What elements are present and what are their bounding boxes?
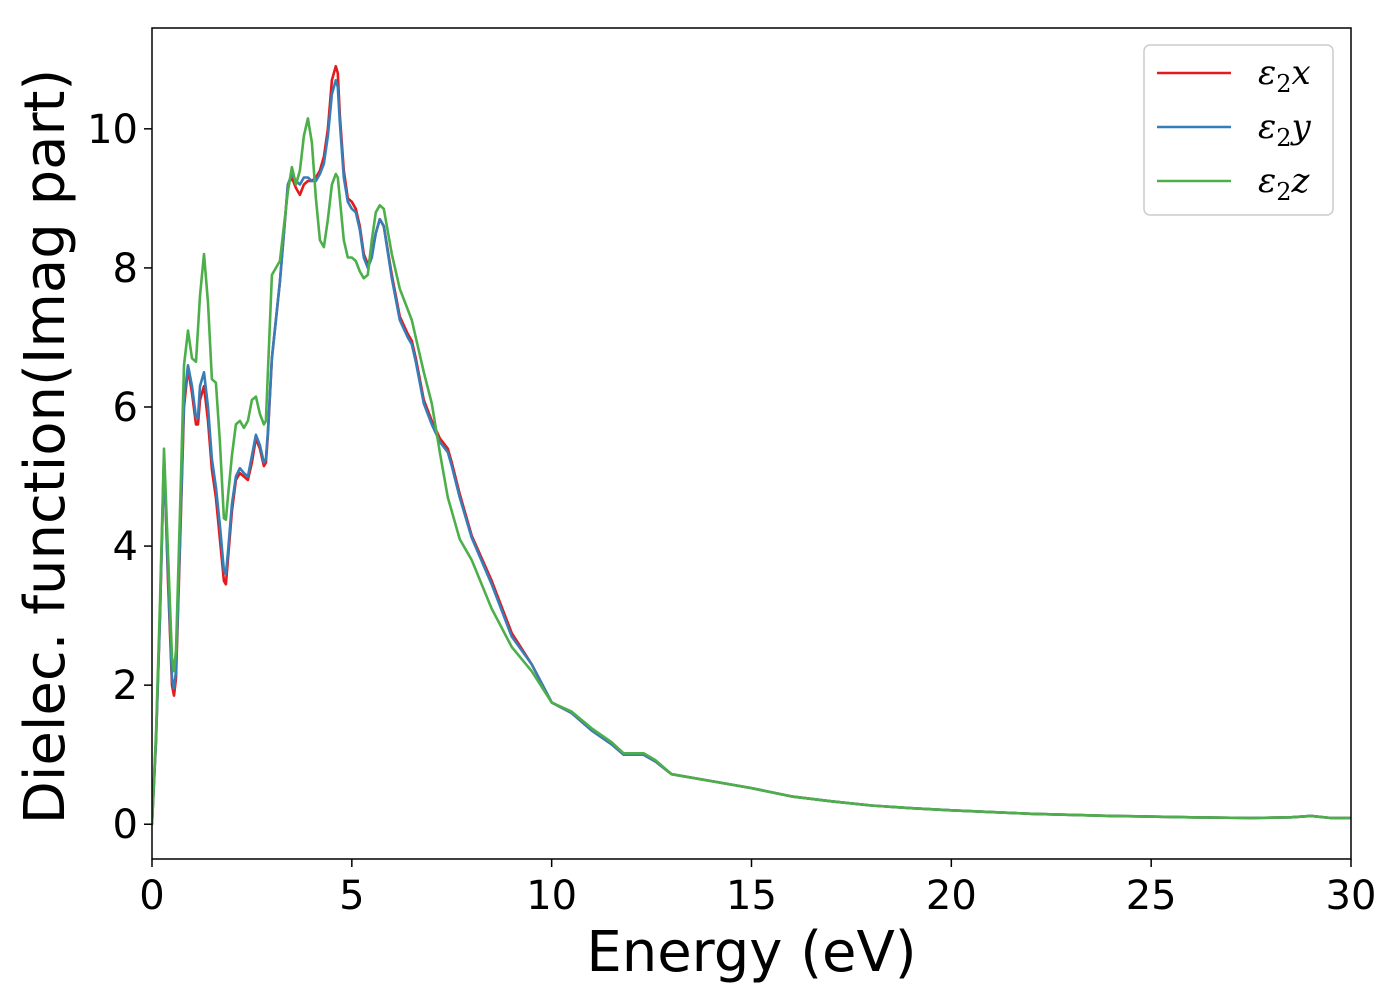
x-axis-label: Energy (eV) xyxy=(586,920,916,985)
series-line-z xyxy=(152,117,1351,826)
legend-item-y: ε2y xyxy=(1157,107,1312,152)
y-tick-label: 6 xyxy=(113,385,138,431)
legend: ε2x ε2y ε2z xyxy=(1143,44,1334,216)
x-tick-label: 25 xyxy=(1126,873,1177,919)
series-layer xyxy=(152,64,1351,826)
x-tick-label: 20 xyxy=(926,873,977,919)
legend-label: ε2z xyxy=(1258,161,1311,206)
x-tick-label: 0 xyxy=(139,873,164,919)
legend-item-x: ε2x xyxy=(1157,53,1311,98)
y-tick-label: 4 xyxy=(113,524,138,570)
y-axis-label: Dielec. function(Imag part) xyxy=(13,69,78,825)
y-tick-label: 10 xyxy=(87,107,138,153)
legend-label: ε2x xyxy=(1258,53,1311,98)
legend-label: ε2y xyxy=(1258,107,1312,152)
y-tick-label: 8 xyxy=(113,246,138,292)
x-tick-label: 30 xyxy=(1326,873,1377,919)
y-tick-label: 2 xyxy=(113,663,138,709)
y-tick-label: 0 xyxy=(113,802,138,848)
x-tick-label: 15 xyxy=(726,873,777,919)
x-axis-ticks: 0 5 10 15 20 25 30 xyxy=(139,859,1376,919)
x-tick-label: 10 xyxy=(526,873,577,919)
y-axis-ticks: 0 2 4 6 8 10 xyxy=(87,107,152,848)
legend-box xyxy=(1143,44,1334,216)
x-tick-label: 5 xyxy=(339,873,364,919)
legend-item-z: ε2z xyxy=(1157,161,1311,206)
